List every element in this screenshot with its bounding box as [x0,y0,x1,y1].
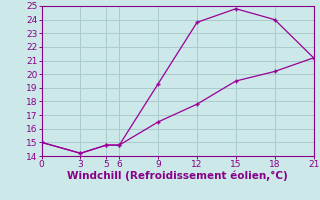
X-axis label: Windchill (Refroidissement éolien,°C): Windchill (Refroidissement éolien,°C) [67,171,288,181]
